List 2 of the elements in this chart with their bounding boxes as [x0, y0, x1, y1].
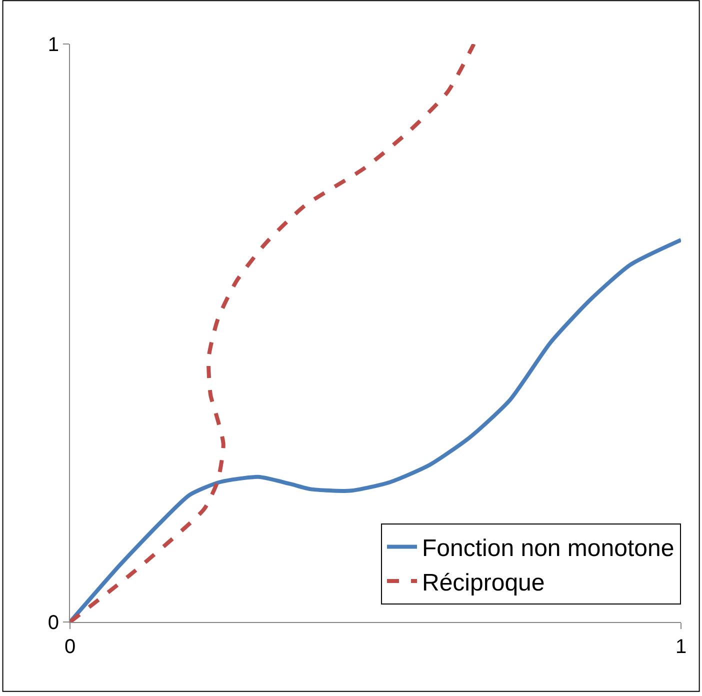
legend-label: Réciproque	[422, 569, 545, 596]
legend-label: Fonction non monotone	[422, 535, 674, 562]
